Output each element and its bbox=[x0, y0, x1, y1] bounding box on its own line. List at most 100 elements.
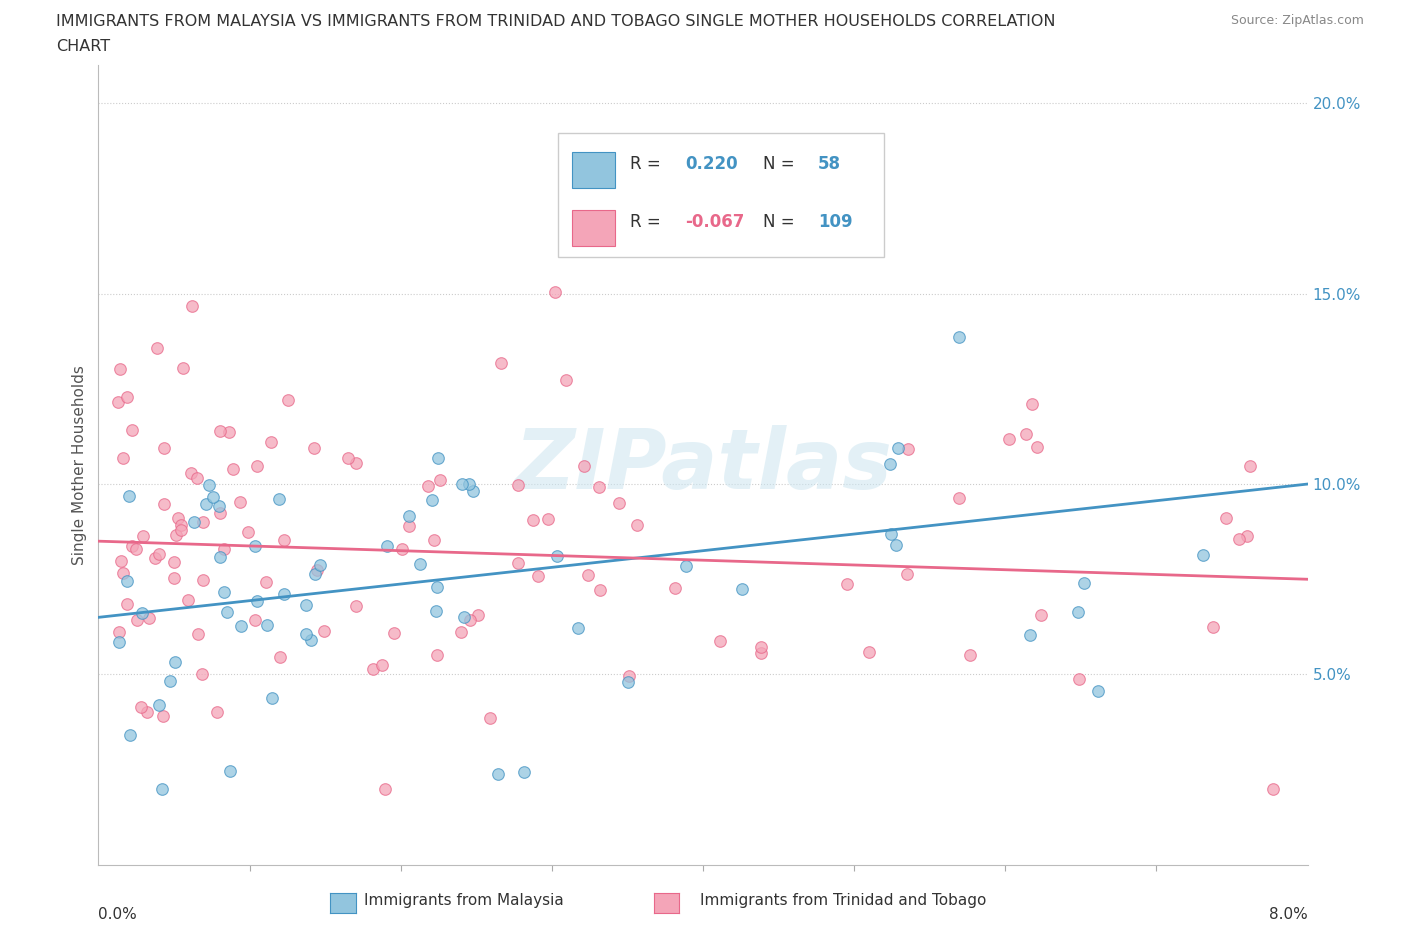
Point bbox=[879, 456, 901, 471]
Point bbox=[191, 572, 214, 587]
Point bbox=[115, 597, 138, 612]
Point bbox=[1236, 528, 1258, 543]
Point bbox=[948, 329, 970, 344]
Point bbox=[163, 570, 186, 585]
Point bbox=[555, 372, 578, 387]
Point bbox=[749, 646, 772, 661]
Point bbox=[304, 567, 326, 582]
Point bbox=[187, 627, 209, 642]
FancyBboxPatch shape bbox=[572, 210, 614, 246]
Point bbox=[138, 610, 160, 625]
Point bbox=[243, 539, 266, 554]
Point bbox=[626, 518, 648, 533]
Text: ZIPatlas: ZIPatlas bbox=[515, 424, 891, 506]
Point bbox=[190, 666, 212, 681]
Point bbox=[998, 432, 1021, 446]
Point bbox=[172, 361, 194, 376]
Point bbox=[118, 727, 141, 742]
Point bbox=[451, 476, 474, 491]
Text: 8.0%: 8.0% bbox=[1268, 907, 1308, 922]
Text: Immigrants from Malaysia: Immigrants from Malaysia bbox=[364, 893, 564, 908]
Point bbox=[167, 511, 190, 525]
Point bbox=[260, 434, 283, 449]
Point bbox=[181, 299, 204, 313]
Point bbox=[513, 764, 536, 779]
Point bbox=[374, 781, 396, 796]
Text: -0.067: -0.067 bbox=[685, 213, 744, 231]
Point bbox=[107, 394, 129, 409]
Point bbox=[277, 392, 299, 407]
Point bbox=[243, 613, 266, 628]
Point bbox=[398, 509, 420, 524]
Point bbox=[547, 549, 569, 564]
Point bbox=[150, 781, 173, 796]
Point bbox=[426, 580, 449, 595]
Point bbox=[107, 635, 129, 650]
Point bbox=[254, 575, 277, 590]
Point bbox=[229, 618, 252, 633]
Point bbox=[218, 424, 240, 439]
Point bbox=[384, 625, 406, 640]
Point bbox=[537, 512, 560, 526]
Point bbox=[229, 495, 252, 510]
Point bbox=[110, 553, 132, 568]
Point bbox=[305, 563, 328, 578]
Point bbox=[458, 612, 481, 627]
Text: 0.220: 0.220 bbox=[685, 154, 738, 173]
Point bbox=[1067, 671, 1090, 686]
FancyBboxPatch shape bbox=[558, 133, 884, 257]
Point bbox=[132, 529, 155, 544]
Point bbox=[467, 608, 489, 623]
Point bbox=[131, 699, 153, 714]
Point bbox=[125, 613, 148, 628]
Point bbox=[183, 514, 205, 529]
Point bbox=[208, 498, 231, 513]
Point bbox=[453, 609, 475, 624]
Point bbox=[208, 424, 231, 439]
Point bbox=[180, 466, 202, 481]
Point bbox=[295, 626, 318, 641]
Point bbox=[948, 490, 970, 505]
Point bbox=[201, 490, 224, 505]
Point bbox=[506, 555, 529, 570]
Point bbox=[709, 633, 731, 648]
Point bbox=[208, 550, 231, 565]
Point bbox=[111, 450, 134, 465]
Text: 58: 58 bbox=[818, 154, 841, 173]
Point bbox=[148, 698, 170, 712]
Point bbox=[1202, 619, 1225, 634]
Point bbox=[146, 340, 169, 355]
Text: R =: R = bbox=[630, 154, 661, 173]
Point bbox=[314, 624, 336, 639]
Point bbox=[344, 598, 367, 613]
Point bbox=[273, 532, 295, 547]
Point bbox=[309, 557, 332, 572]
Point bbox=[361, 662, 384, 677]
Point bbox=[143, 551, 166, 565]
Point bbox=[835, 577, 858, 591]
Point bbox=[489, 355, 512, 370]
Point bbox=[749, 640, 772, 655]
Text: IMMIGRANTS FROM MALAYSIA VS IMMIGRANTS FROM TRINIDAD AND TOBAGO SINGLE MOTHER HO: IMMIGRANTS FROM MALAYSIA VS IMMIGRANTS F… bbox=[56, 14, 1056, 29]
Point bbox=[544, 285, 567, 299]
Point bbox=[191, 514, 214, 529]
Point bbox=[163, 554, 186, 569]
Point bbox=[176, 593, 198, 608]
Point bbox=[107, 624, 129, 639]
Point bbox=[170, 523, 193, 538]
Point bbox=[426, 648, 449, 663]
Point bbox=[425, 604, 447, 618]
Point bbox=[607, 496, 630, 511]
Point bbox=[391, 541, 413, 556]
Point bbox=[205, 705, 228, 720]
Point bbox=[217, 604, 239, 619]
Point bbox=[567, 620, 589, 635]
Point bbox=[423, 533, 446, 548]
Point bbox=[115, 390, 138, 405]
Point bbox=[153, 441, 176, 456]
Point bbox=[522, 512, 544, 527]
Point bbox=[1215, 511, 1237, 525]
Point bbox=[163, 655, 186, 670]
Point bbox=[1025, 439, 1047, 454]
Point bbox=[578, 568, 600, 583]
